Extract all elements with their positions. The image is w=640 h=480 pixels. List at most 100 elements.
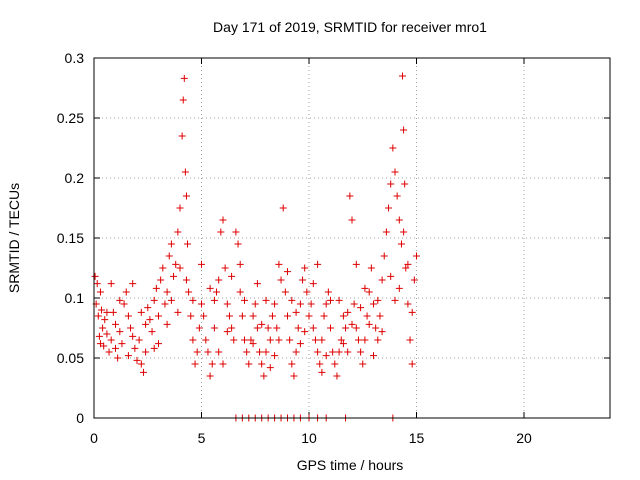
- data-point: [228, 272, 236, 280]
- data-point: [399, 72, 407, 80]
- data-point: [307, 300, 315, 308]
- data-point: [202, 336, 210, 344]
- data-point: [367, 264, 375, 272]
- data-point: [279, 204, 287, 212]
- data-point: [380, 252, 388, 260]
- data-point: [374, 296, 382, 304]
- data-point: [124, 312, 132, 320]
- data-point: [236, 288, 244, 296]
- data-point: [251, 300, 259, 308]
- data-point: [165, 252, 173, 260]
- y-tick-label: 0.25: [57, 110, 84, 126]
- data-point: [137, 308, 145, 316]
- data-point: [179, 96, 187, 104]
- data-point: [133, 356, 141, 364]
- data-point: [163, 288, 171, 296]
- data-point: [309, 324, 317, 332]
- data-point: [103, 308, 111, 316]
- data-point: [400, 228, 408, 236]
- data-point: [264, 324, 272, 332]
- data-point: [112, 344, 119, 352]
- data-point: [161, 300, 169, 308]
- data-point: [144, 304, 152, 312]
- data-point: [112, 320, 119, 328]
- data-point: [118, 340, 126, 348]
- data-point: [327, 324, 334, 332]
- y-tick-label: 0.2: [65, 170, 85, 186]
- data-point: [122, 288, 130, 296]
- data-point: [91, 272, 99, 280]
- data-point: [167, 296, 175, 304]
- data-point: [339, 312, 347, 320]
- y-tick-label: 0.15: [57, 230, 84, 246]
- y-tick-label: 0.1: [65, 290, 85, 306]
- data-points: [91, 72, 420, 422]
- data-point: [406, 336, 414, 344]
- data-point: [155, 340, 162, 348]
- data-point: [103, 330, 111, 338]
- data-point: [346, 192, 354, 200]
- data-point: [96, 340, 104, 348]
- data-point: [176, 264, 184, 272]
- data-point: [253, 280, 261, 288]
- data-point: [232, 228, 240, 236]
- grid: [94, 58, 610, 418]
- data-point: [157, 276, 165, 284]
- data-point: [350, 300, 358, 308]
- data-point: [266, 336, 274, 344]
- data-point: [389, 144, 397, 152]
- y-tick-label: 0: [76, 410, 84, 426]
- data-point: [200, 312, 208, 320]
- data-point: [96, 288, 104, 296]
- data-point: [107, 280, 115, 288]
- data-point: [290, 372, 298, 380]
- data-point: [357, 348, 365, 356]
- data-point: [273, 324, 281, 332]
- data-point: [363, 312, 371, 320]
- data-point: [337, 336, 345, 344]
- x-tick-label: 20: [516, 430, 532, 446]
- data-point: [109, 308, 117, 316]
- data-point: [245, 360, 253, 368]
- data-point: [391, 168, 399, 176]
- data-point: [378, 328, 386, 336]
- data-point: [223, 328, 231, 336]
- data-point: [333, 372, 341, 380]
- chart-title: Day 171 of 2019, SRMTID for receiver mro…: [213, 19, 487, 35]
- data-point: [189, 336, 197, 344]
- x-tick-label: 0: [90, 430, 98, 446]
- data-point: [262, 296, 270, 304]
- data-point: [260, 372, 268, 380]
- data-point: [148, 328, 156, 336]
- data-point: [339, 340, 347, 348]
- data-point: [370, 352, 377, 360]
- data-point: [172, 260, 180, 268]
- data-point: [335, 296, 343, 304]
- data-point: [178, 132, 186, 140]
- data-point: [275, 336, 283, 344]
- data-point: [348, 320, 356, 328]
- data-point: [271, 352, 279, 360]
- data-point: [163, 320, 171, 328]
- data-point: [93, 280, 101, 288]
- data-point: [410, 276, 418, 284]
- data-point: [344, 308, 352, 316]
- data-point: [243, 348, 251, 356]
- data-point: [135, 336, 143, 344]
- data-point: [174, 228, 182, 236]
- x-tick-label: 5: [198, 430, 206, 446]
- data-point: [256, 348, 264, 356]
- data-point: [393, 192, 401, 200]
- data-point: [215, 348, 223, 356]
- data-point: [316, 360, 324, 368]
- data-point: [182, 276, 190, 284]
- data-point: [303, 288, 311, 296]
- data-point: [286, 336, 294, 344]
- data-point: [311, 336, 319, 344]
- data-point: [284, 268, 291, 276]
- data-point: [281, 288, 289, 296]
- data-point: [296, 300, 304, 308]
- data-point: [372, 324, 380, 332]
- data-point: [352, 260, 360, 268]
- data-point: [206, 284, 214, 292]
